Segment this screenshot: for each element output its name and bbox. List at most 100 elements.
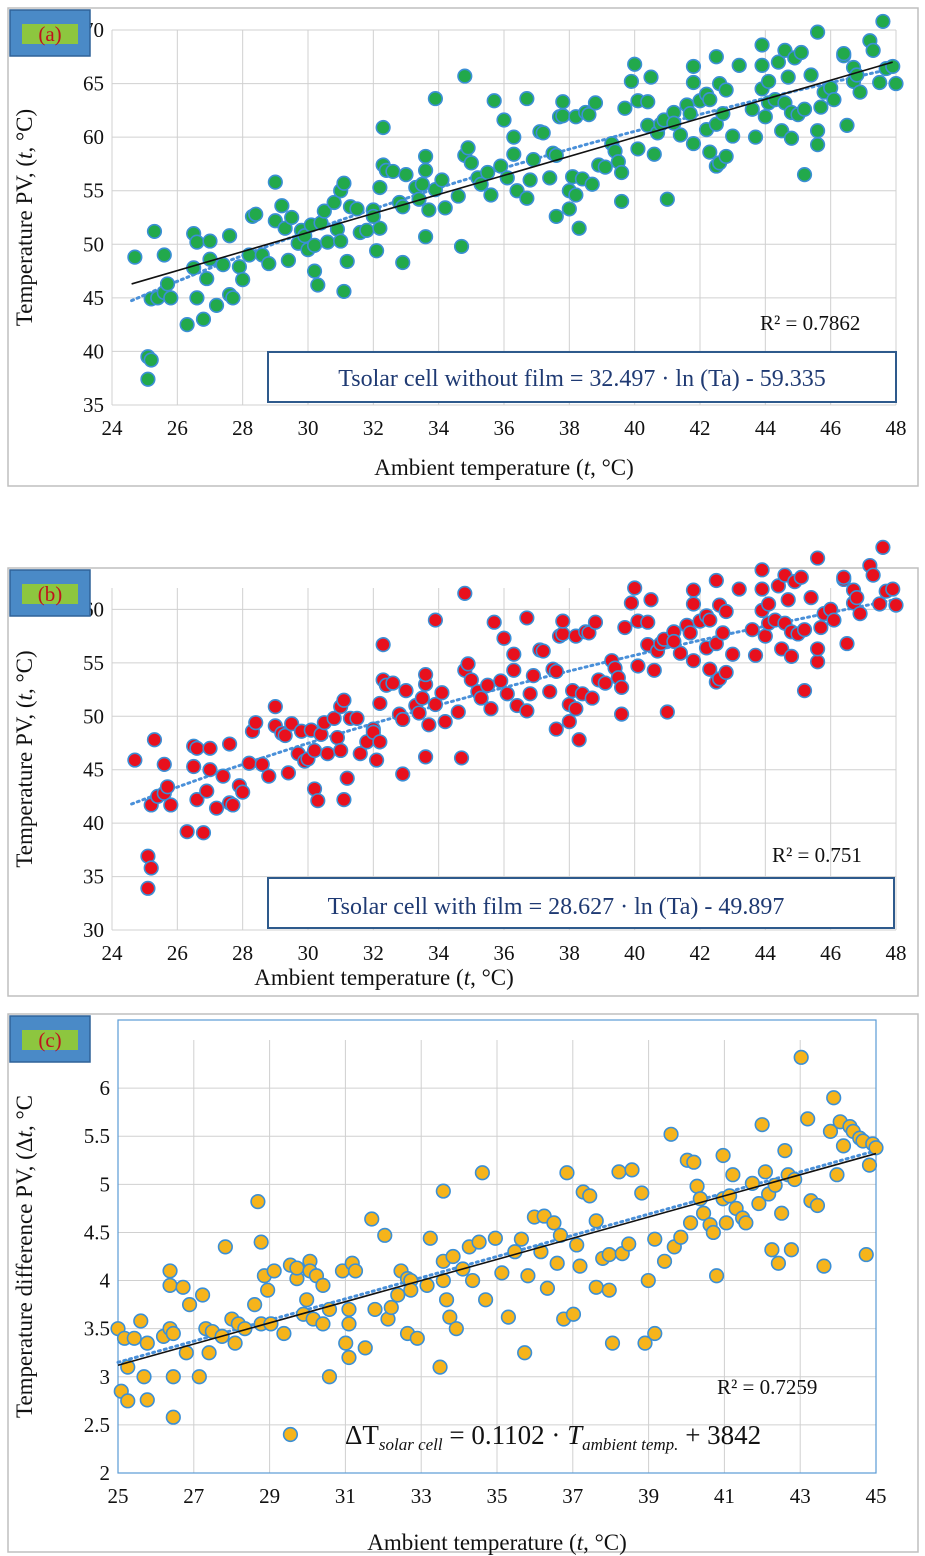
x-tick-label: 24: [102, 941, 124, 965]
x-tick-label: 26: [167, 416, 188, 440]
x-tick-label: 42: [690, 941, 711, 965]
data-point: [581, 625, 597, 641]
data-point: [306, 742, 323, 759]
data-point: [333, 742, 349, 759]
equation-part: T: [567, 1420, 584, 1450]
data-point: [163, 797, 179, 813]
data-point: [744, 622, 760, 638]
x-tick-label: 44: [755, 416, 777, 440]
data-point: [637, 1335, 653, 1351]
data-point: [875, 539, 891, 555]
data-point: [888, 75, 904, 92]
data-point: [796, 682, 813, 699]
data-point: [682, 1215, 699, 1231]
y-axis-title: Temperature PV, (t, °C): [12, 109, 37, 326]
data-point: [336, 692, 352, 708]
data-point: [597, 675, 613, 691]
data-point: [202, 233, 218, 249]
data-point: [336, 283, 352, 300]
data-point: [601, 1282, 617, 1298]
data-point: [621, 1236, 637, 1252]
data-point: [588, 1213, 604, 1229]
x-tick-label: 37: [562, 1484, 583, 1508]
data-point: [127, 752, 143, 768]
data-point: [450, 188, 466, 204]
regression-equation: Tsolar cell without film = 32.497 · ln (…: [338, 366, 825, 392]
y-tick-label: 3: [100, 1365, 111, 1389]
data-point: [277, 727, 293, 744]
data-point: [695, 1205, 712, 1221]
data-point: [460, 140, 476, 156]
data-point: [186, 758, 202, 775]
data-point: [179, 824, 195, 840]
data-point: [463, 672, 479, 688]
data-point: [555, 94, 571, 110]
chart-panel-1: 24 26 28 30 32 34 36 38 40 42 44 46 48 35 40 45 50 55 60 65…: [7, 7, 919, 487]
data-point: [754, 562, 770, 578]
data-point: [208, 800, 225, 816]
data-point: [421, 202, 437, 218]
data-point: [139, 1335, 155, 1351]
y-tick-label: 55: [83, 179, 104, 203]
panel-frame: [7, 1013, 919, 1553]
data-point: [163, 290, 179, 306]
data-point: [757, 1164, 773, 1180]
data-point: [525, 152, 542, 168]
data-point: [162, 1263, 178, 1279]
data-point: [754, 1117, 770, 1133]
data-point: [473, 690, 489, 706]
data-point: [630, 141, 646, 157]
equation-subscript: ambient temp.: [582, 1435, 678, 1454]
x-axis-title: Ambient temperature (t, °C): [254, 965, 514, 990]
y-axis-title-part: , °C: [12, 1095, 37, 1131]
data-point: [367, 1301, 383, 1318]
data-point: [260, 1282, 276, 1298]
x-tick-label: 34: [428, 941, 450, 965]
data-point: [747, 647, 764, 663]
chart-panel-2: 24 26 28 30 32 34 36 38 40 42 44 46 4830354045505560…: [7, 539, 919, 997]
data-point: [685, 582, 702, 598]
data-point: [140, 880, 156, 896]
data-point: [685, 653, 702, 669]
data-point: [448, 1321, 464, 1337]
data-point: [261, 768, 277, 784]
data-point: [780, 69, 796, 85]
data-point: [826, 1090, 842, 1106]
data-point: [385, 675, 401, 691]
data-point: [852, 606, 868, 622]
data-point: [520, 1268, 536, 1284]
y-axis-title-italic: t: [12, 152, 37, 159]
regression-equation: ΔTsolar cell = 0.1102 · Tambient temp. +…: [345, 1420, 761, 1454]
data-point: [535, 643, 551, 659]
data-point: [685, 596, 702, 612]
data-point: [316, 203, 332, 219]
data-point: [140, 371, 156, 387]
data-point: [754, 37, 770, 53]
data-point: [453, 750, 470, 766]
data-point: [126, 1330, 142, 1346]
data-point: [377, 1227, 393, 1243]
data-point: [617, 100, 633, 116]
data-point: [341, 1301, 357, 1318]
data-point: [450, 704, 466, 720]
y-tick-label: 3.5: [84, 1317, 110, 1341]
x-tick-label: 26: [167, 941, 188, 965]
data-point: [839, 117, 855, 133]
data-point: [858, 1246, 874, 1263]
data-point: [809, 1197, 826, 1214]
data-point: [643, 69, 659, 85]
data-point: [375, 119, 391, 136]
data-point: [627, 56, 643, 72]
data-point: [738, 1215, 754, 1231]
data-point: [542, 170, 558, 186]
data-point: [555, 613, 571, 629]
data-point: [493, 673, 509, 689]
data-point: [587, 95, 604, 111]
data-point: [165, 1369, 181, 1385]
data-point: [568, 701, 584, 717]
data-point: [875, 13, 891, 30]
data-point: [747, 129, 764, 145]
x-tick-label: 45: [866, 1484, 887, 1508]
data-point: [865, 42, 881, 58]
y-tick-label: 30: [83, 918, 104, 942]
